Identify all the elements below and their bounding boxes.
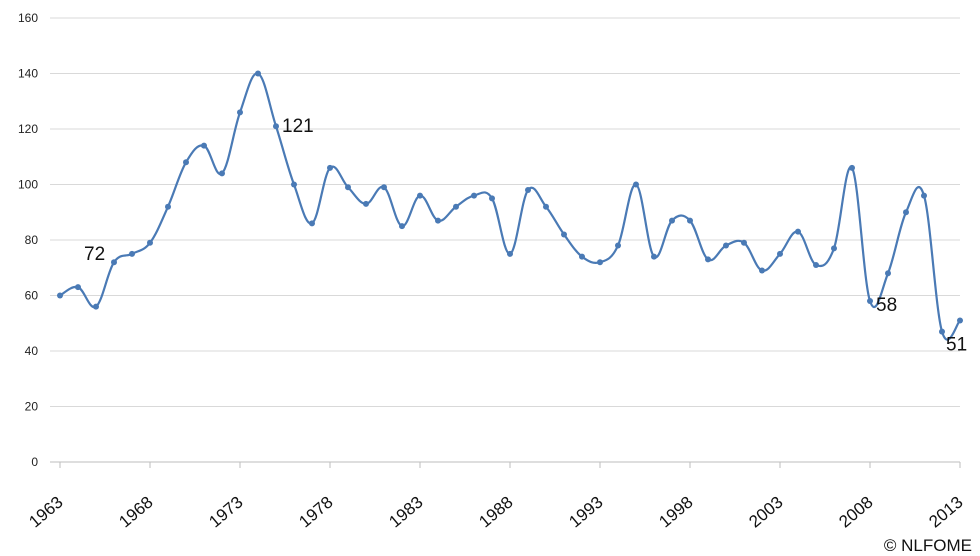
data-point [723, 242, 729, 249]
data-point [813, 261, 819, 268]
data-point [165, 203, 171, 210]
data-point [291, 181, 297, 188]
data-point [57, 292, 63, 299]
data-point [849, 164, 855, 171]
data-point [75, 284, 81, 291]
x-tick-label: 1988 [475, 493, 516, 532]
x-tick-label: 1993 [565, 493, 606, 532]
data-point [651, 253, 657, 260]
gridlines [50, 17, 960, 463]
data-points [57, 70, 963, 335]
data-point [111, 259, 117, 266]
data-point [885, 270, 891, 277]
data-point [597, 259, 603, 266]
x-tick-label: 1998 [655, 493, 696, 532]
data-point [237, 109, 243, 116]
y-tick-label: 20 [25, 400, 39, 414]
data-point [435, 217, 441, 224]
data-point [453, 203, 459, 210]
data-point [543, 203, 549, 210]
data-point [903, 209, 909, 216]
data-point [867, 298, 873, 305]
data-point [831, 245, 837, 252]
y-tick-label: 100 [18, 178, 38, 192]
y-tick-label: 80 [25, 233, 39, 247]
data-point [399, 223, 405, 230]
data-point [741, 239, 747, 246]
y-tick-label: 120 [18, 122, 38, 136]
data-point [687, 217, 693, 224]
data-label: 51 [946, 334, 967, 355]
data-point [705, 256, 711, 263]
data-point [507, 250, 513, 257]
data-point [201, 142, 207, 149]
data-point [669, 217, 675, 224]
x-tick-label: 1968 [115, 493, 156, 532]
x-tick-label: 2003 [745, 493, 786, 532]
series-line [59, 72, 961, 341]
data-label: 121 [282, 116, 314, 137]
y-tick-label: 40 [25, 344, 39, 358]
x-axis: 1963 1968 1973 1978 1983 1988 1993 1998 2003 2008… [25, 462, 967, 532]
x-tick-label: 1978 [295, 493, 336, 532]
data-point [93, 303, 99, 310]
data-label: 72 [84, 244, 105, 265]
y-tick-label: 140 [18, 67, 38, 81]
data-point [309, 220, 315, 227]
y-tick-label: 0 [31, 455, 38, 469]
data-point [327, 164, 333, 171]
x-tick-label: 2013 [925, 493, 966, 532]
data-point [381, 184, 387, 191]
data-point [345, 184, 351, 191]
y-tick-label: 60 [25, 289, 39, 303]
data-point [273, 123, 279, 130]
data-label: 58 [876, 295, 897, 316]
data-point [777, 250, 783, 257]
x-tick-label: 2008 [835, 493, 876, 532]
copyright-notice: © NLFOME [883, 536, 972, 555]
data-point [255, 70, 261, 77]
data-point [759, 267, 765, 274]
data-point [615, 242, 621, 249]
data-point [219, 170, 225, 177]
data-point [957, 317, 963, 324]
data-point [489, 195, 495, 202]
data-point [183, 159, 189, 166]
x-tick-label: 1963 [25, 493, 66, 532]
data-point [939, 328, 945, 335]
data-point [633, 181, 639, 188]
data-labels: 72 121 58 51 [84, 116, 967, 355]
y-axis: 0 20 40 60 80 100 120 140 160 [18, 11, 38, 469]
data-point [795, 228, 801, 235]
data-point [525, 187, 531, 194]
data-point [579, 253, 585, 260]
y-tick-label: 160 [18, 11, 38, 25]
data-point [417, 192, 423, 199]
data-point [129, 250, 135, 257]
data-point [561, 231, 567, 238]
x-tick-label: 1973 [205, 493, 246, 532]
data-point [471, 192, 477, 199]
data-point [921, 192, 927, 199]
data-point [147, 239, 153, 246]
data-point [363, 200, 369, 207]
x-tick-label: 1983 [385, 493, 426, 532]
